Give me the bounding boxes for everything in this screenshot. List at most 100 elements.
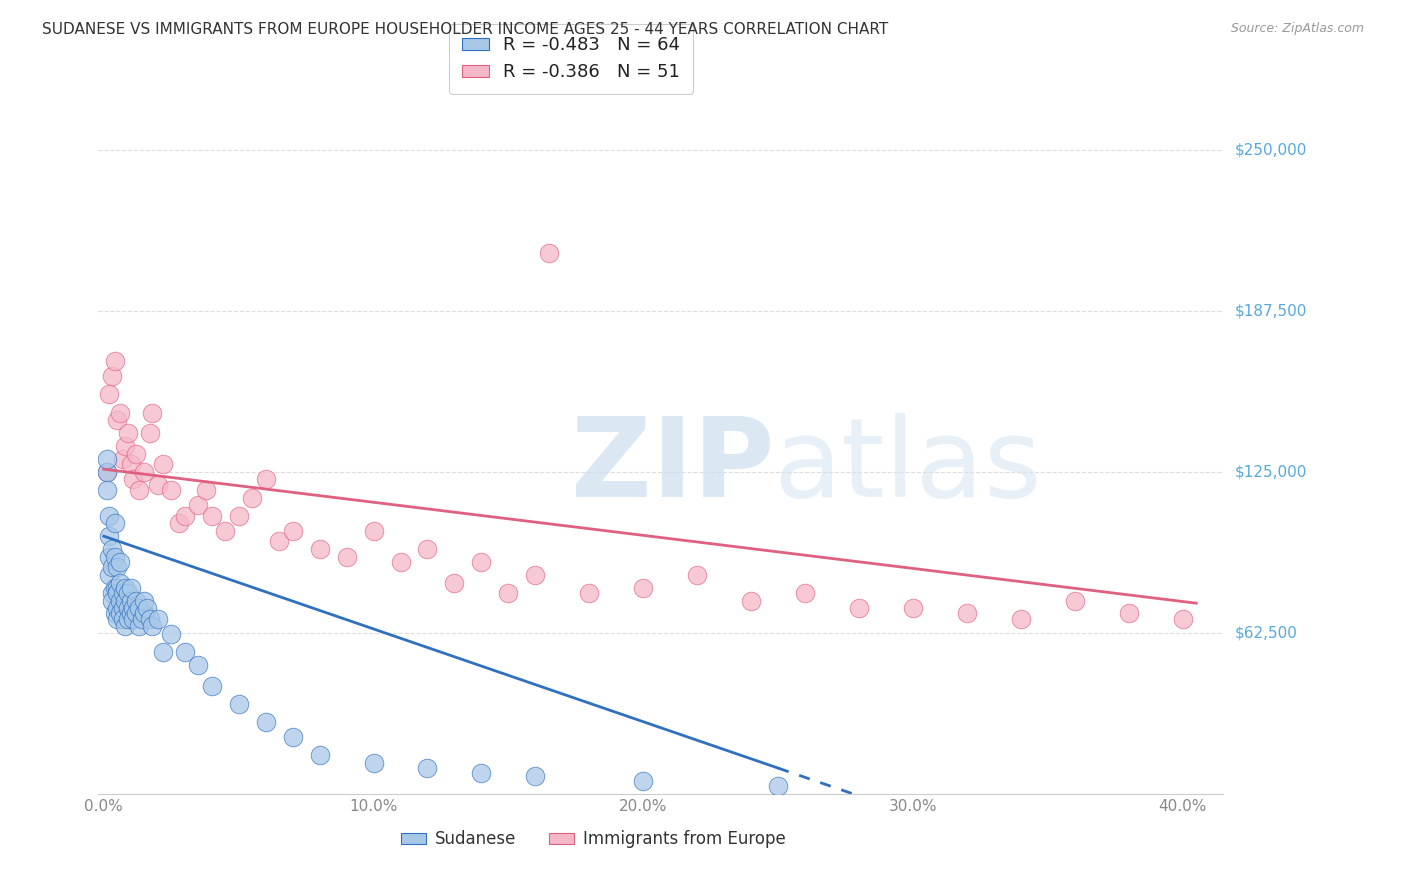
- Point: [134, 593, 156, 607]
- Point: [96, 483, 118, 497]
- Point: [254, 714, 277, 729]
- Point: [96, 451, 118, 466]
- Point: [111, 586, 134, 600]
- Text: ZIP: ZIP: [571, 413, 775, 520]
- Point: [114, 439, 136, 453]
- Point: [111, 451, 134, 466]
- Point: [101, 560, 124, 574]
- Point: [120, 607, 142, 621]
- Text: $62,500: $62,500: [1234, 625, 1298, 640]
- Point: [146, 477, 169, 491]
- Legend: Sudanese, Immigrants from Europe: Sudanese, Immigrants from Europe: [395, 824, 792, 855]
- Point: [125, 593, 148, 607]
- Point: [195, 483, 218, 497]
- Point: [114, 581, 136, 595]
- Point: [141, 619, 163, 633]
- Text: Source: ZipAtlas.com: Source: ZipAtlas.com: [1230, 22, 1364, 36]
- Point: [111, 601, 134, 615]
- Point: [152, 457, 174, 471]
- Point: [101, 586, 124, 600]
- Point: [98, 387, 121, 401]
- Point: [101, 369, 124, 384]
- Point: [169, 516, 191, 531]
- Point: [105, 413, 128, 427]
- Point: [254, 473, 277, 487]
- Point: [363, 756, 385, 770]
- Point: [416, 542, 439, 557]
- Text: $250,000: $250,000: [1234, 142, 1306, 157]
- Point: [187, 658, 209, 673]
- Point: [122, 473, 145, 487]
- Point: [740, 593, 762, 607]
- Point: [117, 601, 139, 615]
- Point: [308, 542, 330, 557]
- Point: [524, 769, 547, 783]
- Point: [125, 447, 148, 461]
- Point: [633, 774, 655, 789]
- Text: atlas: atlas: [773, 413, 1042, 520]
- Point: [160, 627, 183, 641]
- Point: [98, 508, 121, 523]
- Point: [111, 612, 134, 626]
- Text: SUDANESE VS IMMIGRANTS FROM EUROPE HOUSEHOLDER INCOME AGES 25 - 44 YEARS CORRELA: SUDANESE VS IMMIGRANTS FROM EUROPE HOUSE…: [42, 22, 889, 37]
- Point: [470, 555, 492, 569]
- Point: [104, 581, 127, 595]
- Point: [96, 465, 118, 479]
- Point: [794, 586, 817, 600]
- Point: [1063, 593, 1085, 607]
- Point: [134, 607, 156, 621]
- Point: [686, 567, 709, 582]
- Text: $187,500: $187,500: [1234, 303, 1306, 318]
- Point: [122, 612, 145, 626]
- Point: [108, 593, 131, 607]
- Point: [187, 498, 209, 512]
- Point: [228, 697, 250, 711]
- Point: [633, 581, 655, 595]
- Point: [98, 549, 121, 564]
- Point: [214, 524, 236, 538]
- Point: [240, 491, 263, 505]
- Point: [120, 593, 142, 607]
- Point: [128, 619, 150, 633]
- Point: [1010, 612, 1032, 626]
- Point: [114, 619, 136, 633]
- Point: [120, 457, 142, 471]
- Point: [108, 575, 131, 590]
- Point: [1118, 607, 1140, 621]
- Point: [141, 405, 163, 419]
- Point: [389, 555, 412, 569]
- Point: [108, 607, 131, 621]
- Point: [848, 601, 870, 615]
- Point: [117, 426, 139, 441]
- Point: [125, 607, 148, 621]
- Point: [1171, 612, 1194, 626]
- Point: [956, 607, 979, 621]
- Point: [117, 586, 139, 600]
- Point: [131, 612, 153, 626]
- Point: [269, 534, 291, 549]
- Point: [138, 612, 160, 626]
- Point: [122, 601, 145, 615]
- Point: [152, 645, 174, 659]
- Point: [901, 601, 924, 615]
- Point: [146, 612, 169, 626]
- Point: [537, 245, 560, 260]
- Point: [114, 593, 136, 607]
- Text: $125,000: $125,000: [1234, 464, 1306, 479]
- Point: [101, 593, 124, 607]
- Point: [443, 575, 465, 590]
- Point: [766, 779, 789, 793]
- Point: [104, 549, 127, 564]
- Point: [281, 524, 304, 538]
- Point: [128, 601, 150, 615]
- Point: [173, 645, 195, 659]
- Point: [138, 426, 160, 441]
- Point: [308, 748, 330, 763]
- Point: [108, 555, 131, 569]
- Point: [498, 586, 520, 600]
- Point: [96, 465, 118, 479]
- Point: [201, 508, 224, 523]
- Point: [98, 567, 121, 582]
- Point: [104, 607, 127, 621]
- Point: [281, 730, 304, 744]
